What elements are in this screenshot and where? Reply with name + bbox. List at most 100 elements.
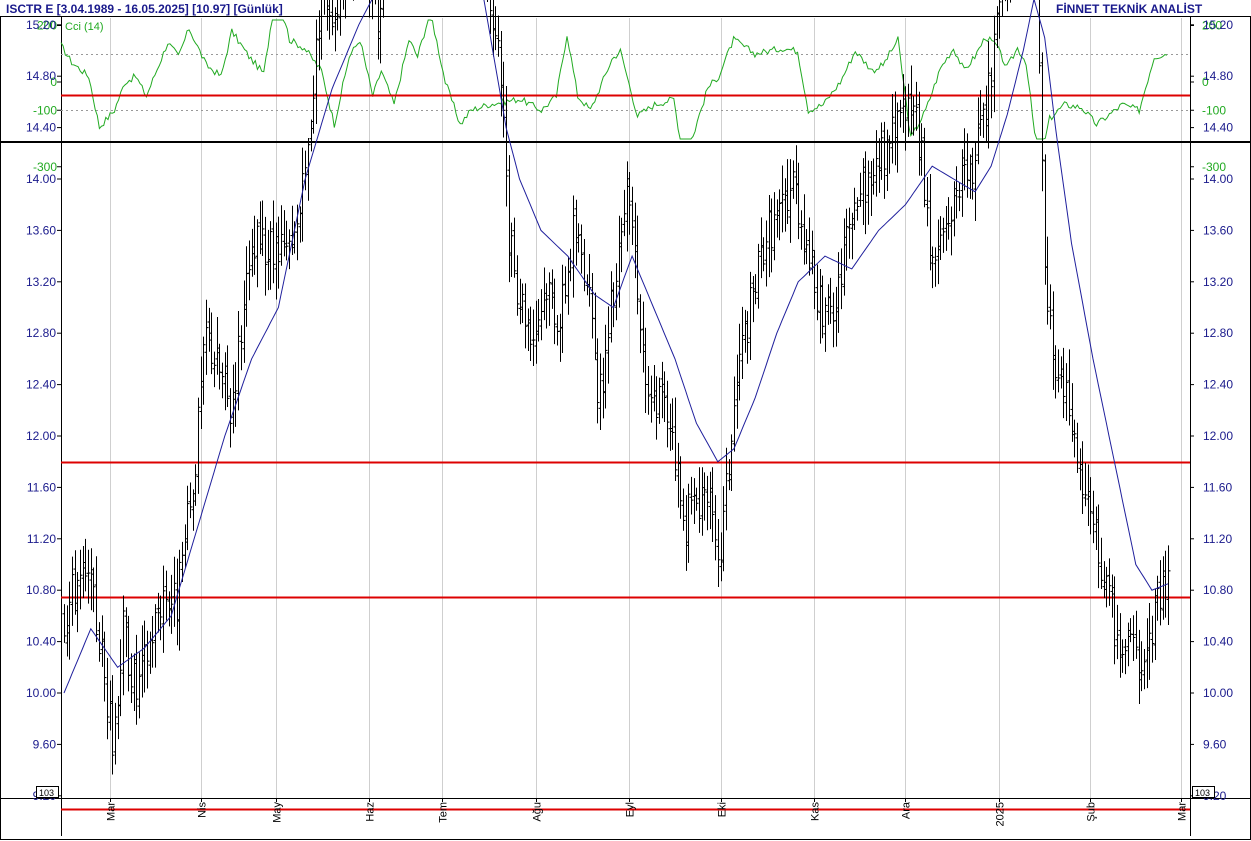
price-bar xyxy=(1110,574,1115,618)
price-bar xyxy=(378,0,383,64)
price-bar xyxy=(783,178,788,232)
price-bar xyxy=(534,300,539,364)
price-bar xyxy=(353,0,354,1)
price-bar xyxy=(1061,347,1066,419)
price-bar xyxy=(1150,615,1155,663)
price-bar xyxy=(831,292,836,348)
price-bar xyxy=(928,173,933,271)
x-tick-label: Şub xyxy=(1086,802,1098,822)
price-bar xyxy=(1126,622,1131,667)
price-bar xyxy=(689,476,694,515)
price-bar xyxy=(769,198,774,273)
price-bar xyxy=(761,237,766,272)
price-bar xyxy=(775,199,780,238)
price-bar xyxy=(684,495,689,571)
price-bar xyxy=(284,220,289,261)
price-bar xyxy=(836,252,841,333)
price-bar xyxy=(70,556,75,626)
price-bar xyxy=(1010,0,1011,3)
price-bar xyxy=(228,388,233,448)
price-bar xyxy=(861,158,866,225)
price-bar xyxy=(678,456,683,519)
price-bar xyxy=(777,189,782,241)
price-bar xyxy=(877,138,882,193)
x-axis: Mar Nis May Haz Tem Ağu Eyl Eki Kas Ara 2025 Şub Mar… xyxy=(106,798,1189,826)
price-bar xyxy=(729,434,734,492)
price-bar xyxy=(271,200,276,284)
price-bar xyxy=(673,397,678,482)
cci-left-tick-label: -100 xyxy=(33,103,57,117)
price-bar xyxy=(191,489,196,531)
price-bar xyxy=(175,558,180,646)
price-bar xyxy=(110,675,115,775)
price-bar xyxy=(1091,490,1096,544)
price-bar xyxy=(1056,349,1061,393)
price-bar xyxy=(587,253,592,307)
price-bar xyxy=(137,652,142,719)
price-bar xyxy=(989,67,994,119)
cci-right-tick-label: 0 xyxy=(1202,75,1209,89)
price-bar xyxy=(161,565,166,653)
price-left-tick-label: 14.40 xyxy=(26,121,56,135)
price-bar xyxy=(1094,506,1099,550)
price-bar xyxy=(132,653,137,712)
price-bar xyxy=(614,263,619,321)
price-left-tick-label: 9.60 xyxy=(33,737,57,751)
price-bar xyxy=(692,478,697,525)
price-right-tick-label: 11.20 xyxy=(1203,532,1232,546)
price-bar xyxy=(925,176,930,227)
price-bar xyxy=(1045,236,1050,325)
price-bar xyxy=(995,6,1000,48)
price-bar xyxy=(735,354,740,429)
price-bar xyxy=(1080,441,1085,514)
price-bar xyxy=(91,567,96,613)
price-bar xyxy=(220,362,225,399)
price-bar xyxy=(1120,639,1125,673)
price-bar xyxy=(1147,602,1152,680)
price-bar xyxy=(263,216,268,296)
price-bar xyxy=(962,128,967,191)
price-right-tick-label: 9.60 xyxy=(1203,737,1227,751)
price-bar xyxy=(531,309,536,366)
price-bar xyxy=(619,217,624,273)
price-bar xyxy=(547,272,552,326)
price-bar xyxy=(748,271,753,360)
moving-average xyxy=(63,0,1169,694)
price-bar xyxy=(252,215,257,275)
price-bar xyxy=(242,280,247,363)
price-bar xyxy=(676,442,681,508)
price-bar xyxy=(268,221,273,290)
price-bar xyxy=(646,366,651,415)
price-bar xyxy=(1107,558,1112,606)
price-bar xyxy=(1059,356,1064,389)
price-bar xyxy=(1118,613,1123,678)
price-left-tick-label: 11.60 xyxy=(27,480,56,494)
price-bar xyxy=(697,467,702,533)
x-tick-label: Tem xyxy=(438,802,450,823)
price-bar xyxy=(372,0,373,20)
price-left-tick-label: 12.40 xyxy=(26,378,56,392)
price-bar xyxy=(630,186,635,245)
price-bar xyxy=(641,301,646,373)
price-bar xyxy=(555,315,560,346)
price-bar xyxy=(780,165,785,233)
price-left-tick-label: 13.60 xyxy=(26,223,56,237)
price-right-tick-label: 11.60 xyxy=(1203,480,1232,494)
price-bar xyxy=(177,549,182,651)
price-bar xyxy=(818,269,823,344)
price-bar xyxy=(236,310,241,411)
x-tick-label: Mar xyxy=(106,802,118,821)
price-bar xyxy=(643,327,648,413)
price-bar xyxy=(978,90,983,136)
price-left-tick-label: 13.20 xyxy=(26,275,56,289)
price-bar xyxy=(839,248,844,310)
price-bar xyxy=(593,292,598,360)
price-bar xyxy=(668,403,673,451)
price-bar xyxy=(871,158,876,195)
price-bar xyxy=(244,246,249,327)
price-bar xyxy=(217,343,222,390)
price-bar xyxy=(62,604,67,643)
price-bar xyxy=(327,0,332,40)
price-bar xyxy=(941,217,946,253)
price-bar xyxy=(1155,575,1160,621)
